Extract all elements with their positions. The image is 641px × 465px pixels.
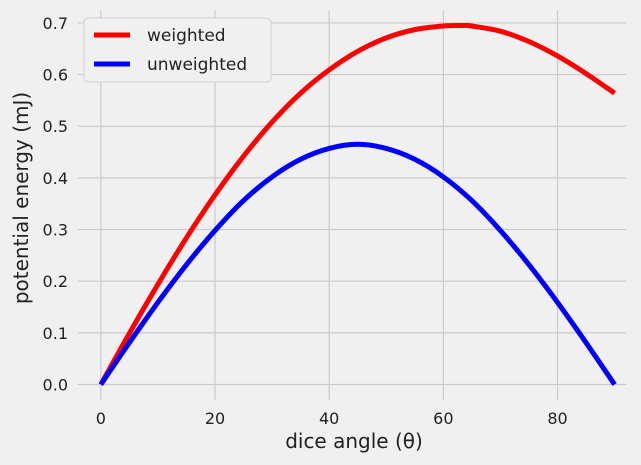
y-tick-label: 0.0	[43, 376, 68, 395]
x-tick-label: 80	[547, 409, 567, 428]
y-tick-label: 0.7	[43, 14, 68, 33]
x-tick-label: 0	[96, 409, 106, 428]
series-line-weighted	[98, 22, 616, 386]
y-axis-ticks: 0.0 0.1 0.2 0.3 0.4 0.5 0.6 0.7	[43, 14, 68, 395]
legend-label-weighted: weighted	[147, 26, 226, 46]
y-axis-label: potential energy (mJ)	[9, 92, 33, 304]
y-tick-label: 0.4	[43, 169, 68, 188]
legend-label-unweighted: unweighted	[147, 55, 247, 75]
legend: weighted unweighted	[83, 17, 272, 83]
y-tick-label: 0.2	[43, 272, 68, 291]
y-tick-label: 0.3	[43, 221, 68, 240]
y-tick-label: 0.1	[43, 324, 68, 343]
y-tick-label: 0.6	[43, 66, 68, 85]
x-axis-label: dice angle (θ)	[285, 429, 423, 453]
series-line-unweighted	[98, 141, 617, 386]
x-tick-label: 40	[319, 409, 339, 428]
x-tick-label: 20	[205, 409, 225, 428]
x-axis-ticks: 0 20 40 60 80	[96, 409, 568, 428]
series-layer	[98, 22, 617, 386]
y-tick-label: 0.5	[43, 117, 68, 136]
grid	[78, 10, 626, 400]
x-tick-label: 60	[433, 409, 453, 428]
legend-box	[83, 17, 272, 83]
